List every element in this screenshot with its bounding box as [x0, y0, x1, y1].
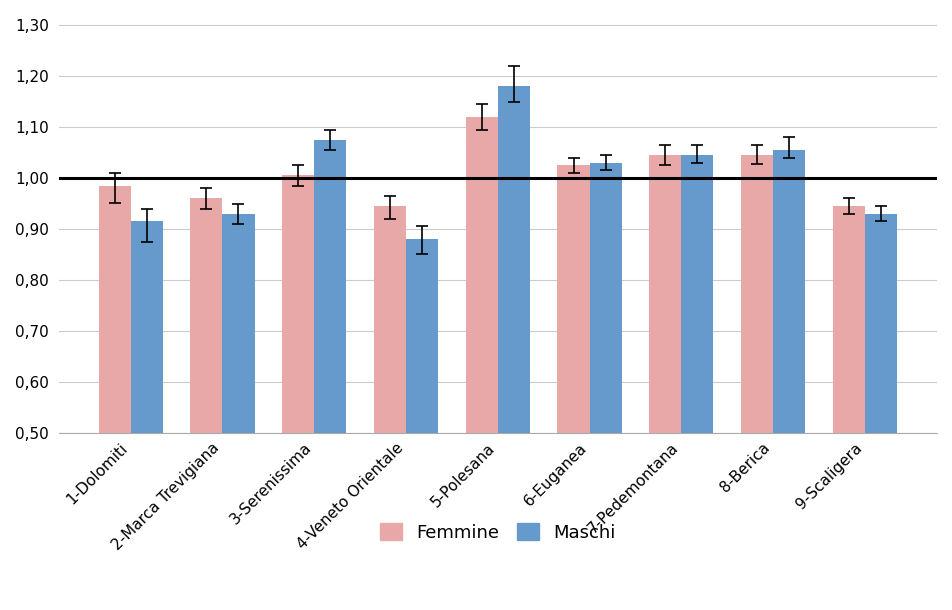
Bar — [282, 176, 314, 432]
Bar — [190, 198, 223, 432]
Legend: Femmine, Maschi: Femmine, Maschi — [373, 516, 623, 549]
Bar — [374, 206, 406, 432]
Bar — [406, 239, 438, 432]
Bar — [130, 221, 163, 432]
Bar — [773, 150, 805, 432]
Bar — [314, 140, 347, 432]
Bar — [98, 185, 130, 432]
Bar — [558, 165, 589, 432]
Bar — [498, 86, 530, 432]
Bar — [682, 155, 713, 432]
Bar — [833, 206, 865, 432]
Bar — [589, 163, 622, 432]
Bar — [865, 214, 897, 432]
Bar — [223, 214, 254, 432]
Bar — [741, 155, 773, 432]
Bar — [466, 117, 498, 432]
Bar — [649, 155, 682, 432]
